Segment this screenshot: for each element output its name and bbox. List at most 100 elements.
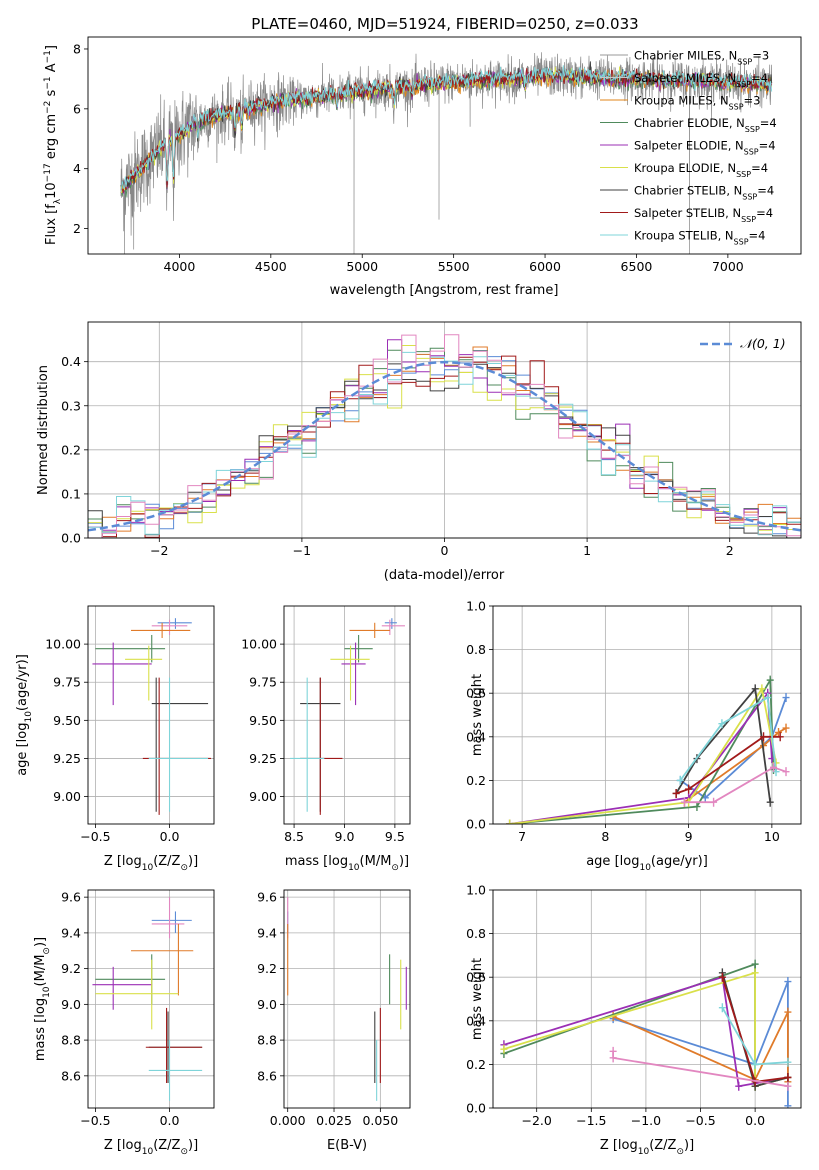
data-point (125, 645, 163, 701)
y-tick-label: 8.6 (61, 1068, 81, 1083)
y-tick-label: 0.2 (466, 773, 486, 788)
legend-label: Kroupa ELODIE, N (634, 161, 736, 175)
x-label-text: age [log (586, 854, 639, 869)
y-tick-label: 9.0 (61, 997, 81, 1012)
y-tick-label: 9.4 (257, 925, 277, 940)
legend-entry: Kroupa MILES, NSSP=3 (634, 94, 760, 112)
x-label-end: )] (684, 1138, 694, 1153)
y-label-part: 10 (44, 182, 59, 199)
weight-marker (693, 802, 701, 812)
x-label-text: Z [log (600, 1138, 638, 1153)
data-point (344, 634, 373, 663)
y-tick-label: 0.1 (61, 486, 81, 501)
weight-marker (718, 972, 726, 982)
x-label-text: Z [log (104, 1138, 142, 1153)
weight-marker (751, 1059, 759, 1069)
y-tick-label: 0.0 (466, 1101, 486, 1116)
data-point (95, 634, 166, 663)
legend-entry: 𝒩(0, 1) (740, 336, 786, 351)
axes-frame (87, 321, 802, 539)
weight-marker (784, 1007, 792, 1017)
weight-marker (718, 1003, 726, 1013)
x-tick-label: −1.5 (576, 1113, 606, 1128)
x-tick-label: 0.050 (362, 1113, 398, 1128)
data-point (148, 1040, 203, 1101)
x-tick-label: −0.5 (685, 1113, 715, 1128)
weight-marker (784, 1072, 792, 1082)
x-axis-label: wavelength [Angstrom, rest frame] (330, 283, 559, 298)
legend-tail: =4 (756, 206, 773, 220)
axes-frame (283, 605, 411, 825)
plot-area (92, 618, 212, 815)
x-tick-label: 10 (764, 829, 780, 844)
x-label-text: wavelength [Angstrom, rest frame] (330, 283, 559, 298)
y-tick-label: 9.2 (61, 961, 81, 976)
spectrum-panel: 4000 4500 5000 5500 6000 6500 7000 2 4 6 8 waveleng… (43, 36, 802, 298)
legend-entry: Salpeter STELIB, NSSP=4 (634, 206, 773, 224)
x-axis-label: age [log10(age/yr)] (586, 854, 708, 873)
legend-tail: =4 (751, 71, 768, 85)
legend-tail: =3 (744, 94, 761, 108)
y-tick-label: 9.2 (257, 961, 277, 976)
weight-series-line (612, 1011, 789, 1082)
x-label-end: )] (399, 854, 409, 869)
x-tick-label: 2 (726, 543, 734, 558)
axes-frame (283, 889, 411, 1109)
weight-marker (766, 797, 774, 807)
legend-sub: SSP (736, 80, 751, 89)
legend-label: Chabrier ELODIE, N (634, 116, 745, 130)
legend-tail: =4 (751, 161, 768, 175)
y-tick-label: 9.25 (53, 751, 81, 766)
weight-series-line (675, 686, 772, 803)
legend-label: Chabrier MILES, N (634, 49, 737, 63)
x-label-sub: 10 (639, 863, 651, 873)
x-label-sub: 10 (348, 863, 360, 873)
y-tick-label: 0.4 (466, 729, 486, 744)
legend-sub: SSP (741, 215, 756, 224)
legend-label: Salpeter MILES, N (634, 71, 736, 85)
legend-tail: =4 (759, 139, 776, 153)
data-point (95, 959, 179, 1030)
legend-sub: SSP (742, 192, 757, 201)
x-label-sub: 10 (638, 1147, 650, 1157)
y-tick-label: 0.0 (466, 817, 486, 832)
data-point (151, 911, 192, 933)
x-tick-label: 7 (518, 829, 526, 844)
legend-sub: SSP (744, 147, 759, 156)
x-tick-label: −1 (293, 543, 311, 558)
x-tick-label: 0.000 (270, 1113, 306, 1128)
y-label-text: mass [log (33, 998, 48, 1061)
legend-label: Chabrier STELIB, N (634, 184, 742, 198)
age-vs-mass-panel: 8.5 9.0 9.5 9.00 9.25 9.50 9.75 10.00 mass [log1… (241, 605, 411, 873)
x-label-end: )] (188, 854, 198, 869)
y-label-rest: (M/M (33, 955, 48, 987)
legend-entry: Salpeter MILES, NSSP=4 (634, 71, 768, 89)
y-tick-label: 8 (73, 41, 81, 56)
plot-area (92, 897, 203, 1101)
data-point (151, 619, 188, 635)
weight-marker (751, 968, 759, 978)
x-tick-label: −0.5 (80, 829, 110, 844)
x-tick-label: 6500 (621, 259, 653, 274)
legend-tail: =4 (757, 184, 774, 198)
weight-marker (609, 1053, 617, 1063)
y-tick-label: 0.2 (466, 1057, 486, 1072)
y-label-sub: λ (53, 198, 63, 204)
y-tick-label: 0.4 (61, 354, 81, 369)
weight-marker (784, 1101, 792, 1108)
legend-sub: SSP (737, 57, 752, 66)
weight-marker (751, 684, 759, 694)
weight-marker (766, 675, 774, 685)
y-label-part: Flux [f (44, 204, 59, 245)
weight-marker (784, 1081, 792, 1091)
weight-series-line (509, 676, 775, 824)
y-axis-label: Normed distribution (36, 365, 51, 495)
y-tick-label: 0.0 (61, 531, 81, 546)
y-tick-label: 9.50 (249, 713, 277, 728)
x-tick-label: 5500 (438, 259, 470, 274)
residual-histogram-step (88, 334, 801, 538)
x-tick-label: −1.0 (631, 1113, 661, 1128)
